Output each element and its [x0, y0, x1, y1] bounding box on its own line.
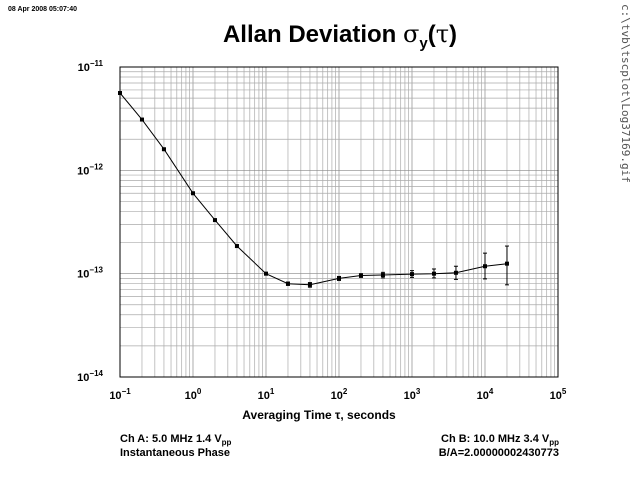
x-tick-label: 10−1 [109, 387, 131, 402]
data-point [161, 147, 166, 152]
title-paren-close: ) [449, 21, 458, 48]
y-tick-label: 10−12 [77, 162, 103, 177]
data-point [431, 271, 436, 276]
title-paren-open: ( [427, 21, 436, 48]
data-point [234, 244, 239, 249]
file-path-label: c:\tvb\tscplot\Log37169.gif [619, 4, 632, 183]
data-point [504, 261, 509, 266]
data-point [410, 272, 414, 277]
channel-a-sub: pp [221, 438, 232, 448]
x-tick-label: 100 [185, 387, 202, 402]
data-point [139, 117, 144, 122]
channel-b-sub: pp [549, 438, 559, 448]
data-point [212, 218, 217, 223]
channel-b-info: Ch B: 10.0 MHz 3.4 Vpp [441, 433, 559, 447]
data-point [337, 276, 341, 281]
data-point [191, 191, 195, 196]
series-line [118, 91, 509, 288]
title-sigma: σ [403, 20, 420, 48]
timestamp: 08 Apr 2008 05:07:40 [8, 6, 78, 13]
data-point [285, 281, 290, 286]
data-point [264, 271, 268, 276]
channel-b-label: Ch B: 10.0 MHz 3.4 V [441, 433, 550, 445]
channel-a-label: Ch A: 5.0 MHz 1.4 V [120, 433, 222, 445]
data-point [118, 91, 122, 96]
y-tick-label: 10−11 [78, 59, 104, 74]
channel-a-mode: Instantaneous Phase [120, 447, 231, 459]
data-point [358, 273, 363, 278]
data-point [307, 282, 312, 287]
x-tick-label: 102 [331, 387, 348, 402]
title-text: Allan Deviation [222, 21, 404, 48]
data-point [483, 264, 487, 269]
x-tick-label: 101 [258, 387, 275, 402]
plot-frame [119, 66, 559, 378]
y-tick-label: 10−13 [77, 266, 103, 281]
x-tick-label: 105 [550, 387, 567, 402]
x-tick-labels: 10−1 100 101 102 103 104 105 [109, 387, 567, 402]
data-point [380, 273, 385, 278]
x-tick-label: 104 [477, 387, 494, 402]
x-axis-label: Averaging Time τ, seconds [242, 408, 396, 422]
series-path [119, 92, 508, 286]
y-tick-labels: 10−11 10−12 10−13 10−14 [77, 59, 103, 384]
y-tick-label: 10−14 [77, 369, 103, 384]
ratio-label: B/A=2.00000002430773 [438, 447, 559, 459]
chart-title: Allan Deviation σy(τ) [0, 20, 640, 52]
data-point [453, 270, 458, 275]
grid-lines [119, 67, 558, 378]
x-tick-label: 103 [404, 387, 421, 402]
title-tau: τ [435, 20, 450, 48]
title-sub: y [419, 34, 428, 52]
channel-a-info: Ch A: 5.0 MHz 1.4 Vpp [120, 433, 231, 447]
